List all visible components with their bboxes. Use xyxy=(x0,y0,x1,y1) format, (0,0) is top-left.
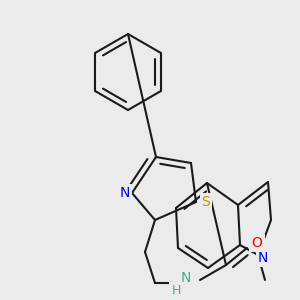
Text: H: H xyxy=(171,284,181,296)
Text: S: S xyxy=(202,195,210,209)
Text: O: O xyxy=(252,236,262,250)
Text: N: N xyxy=(120,186,130,200)
Text: N: N xyxy=(181,271,191,285)
Text: N: N xyxy=(258,251,268,265)
